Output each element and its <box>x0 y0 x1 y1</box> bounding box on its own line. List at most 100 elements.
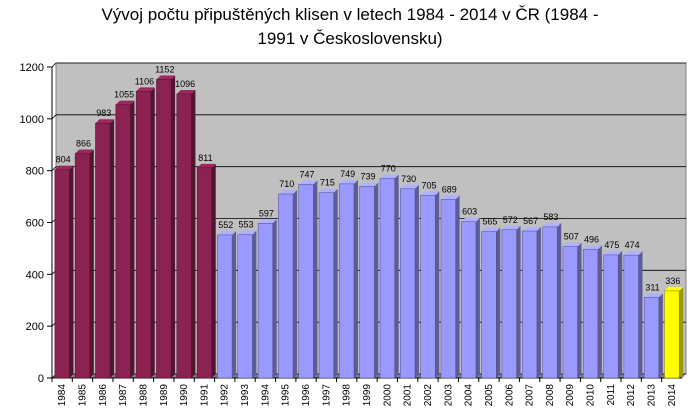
data-label-1989: 1152 <box>155 64 174 74</box>
data-label-1998: 749 <box>340 169 355 179</box>
gridline-side <box>51 62 57 68</box>
bar-top <box>258 219 277 224</box>
bar-1985 <box>74 153 91 379</box>
bar-side <box>394 174 399 378</box>
x-tick-label-1999: 1999 <box>362 384 373 407</box>
bar-1995 <box>278 193 294 379</box>
data-label-1986: 983 <box>96 108 111 118</box>
data-label-2014: 336 <box>665 276 680 286</box>
bar-top <box>136 87 155 92</box>
y-tick-label: 1000 <box>20 114 44 126</box>
x-tick-label-2010: 2010 <box>586 384 597 407</box>
x-tick-label-1985: 1985 <box>77 384 88 407</box>
data-label-1996: 747 <box>300 169 315 179</box>
bar-top <box>237 230 257 235</box>
bar-side <box>638 251 643 378</box>
data-label-1999: 739 <box>360 171 375 181</box>
bar-1984 <box>54 169 70 379</box>
data-label-2010: 496 <box>584 234 599 244</box>
bar-1990 <box>176 93 192 379</box>
bar-top <box>319 188 338 193</box>
bar-top <box>481 227 501 232</box>
x-tick-label-1991: 1991 <box>199 384 210 407</box>
bar-top <box>664 286 684 291</box>
x-tick-label-2005: 2005 <box>484 384 495 407</box>
data-label-2011: 475 <box>604 240 619 250</box>
bar-2004 <box>461 221 477 379</box>
x-tick-label-2008: 2008 <box>545 384 556 407</box>
bar-top <box>217 230 237 235</box>
data-label-2005: 565 <box>482 217 497 227</box>
bar-side <box>191 89 196 378</box>
data-label-2002: 705 <box>421 180 436 190</box>
bar-side <box>252 230 257 378</box>
bar-top <box>339 179 358 184</box>
bar-1988 <box>135 91 152 379</box>
bar-top <box>603 250 623 255</box>
x-tick-label-1997: 1997 <box>321 384 332 407</box>
bar-side <box>496 227 501 378</box>
y-tick-label: 400 <box>26 269 44 281</box>
bar-side <box>353 179 358 378</box>
bar-side <box>333 188 338 378</box>
data-label-1993: 553 <box>239 220 254 230</box>
data-label-1987: 1055 <box>114 90 134 100</box>
bar-top <box>522 227 541 232</box>
bar-top <box>359 182 379 187</box>
bar-2010 <box>582 249 599 379</box>
data-label-1991: 811 <box>198 153 212 163</box>
bar-top <box>562 242 582 247</box>
x-tick-label-2004: 2004 <box>464 384 475 407</box>
bar-top <box>95 119 115 124</box>
bar-side <box>516 225 521 378</box>
bar-2007 <box>522 230 538 379</box>
bar-1999 <box>359 186 375 379</box>
bar-2013 <box>643 297 660 379</box>
bar-side <box>597 245 602 378</box>
y-tick-label: 1200 <box>20 62 44 74</box>
data-label-2003: 689 <box>442 184 457 194</box>
bar-2003 <box>440 199 456 379</box>
x-tick-label-2000: 2000 <box>382 384 393 407</box>
bar-top <box>400 184 419 189</box>
x-tick-label-1992: 1992 <box>220 384 231 407</box>
bar-side <box>150 87 155 378</box>
bar-2001 <box>400 188 416 379</box>
bar-side <box>435 191 440 378</box>
bar-side <box>658 293 663 378</box>
x-tick-label-2002: 2002 <box>423 384 434 407</box>
data-label-1985: 866 <box>76 139 91 149</box>
x-tick-label-2007: 2007 <box>525 384 536 407</box>
bar-side <box>69 165 74 378</box>
x-tick-label-2003: 2003 <box>443 384 454 407</box>
x-tick-label-2011: 2011 <box>606 384 617 406</box>
bar-top <box>278 189 298 194</box>
data-label-2009: 507 <box>564 232 579 242</box>
bar-1991 <box>196 167 212 379</box>
data-label-1995: 710 <box>279 179 294 189</box>
bar-side <box>313 180 318 378</box>
bar-side <box>374 182 379 378</box>
bar-top <box>542 222 562 227</box>
x-tick-label-1998: 1998 <box>342 384 353 407</box>
bar-side <box>232 230 237 378</box>
bar-side <box>110 119 115 378</box>
data-label-2008: 583 <box>543 212 558 222</box>
bar-top <box>75 149 94 154</box>
bar-1997 <box>318 192 334 379</box>
bar-2000 <box>379 178 395 379</box>
bar-side <box>577 242 582 378</box>
bar-side <box>89 149 94 378</box>
bar-1989 <box>156 79 172 379</box>
x-tick-label-2001: 2001 <box>403 384 414 407</box>
bar-side <box>455 195 460 378</box>
bar-2002 <box>420 195 436 379</box>
bar-top <box>156 75 176 80</box>
bar-2011 <box>603 254 619 379</box>
bar-2009 <box>562 246 578 379</box>
bar-top <box>501 225 521 230</box>
bar-top <box>54 165 74 170</box>
chart-title-line-2: 1991 v Československu) <box>257 29 443 48</box>
